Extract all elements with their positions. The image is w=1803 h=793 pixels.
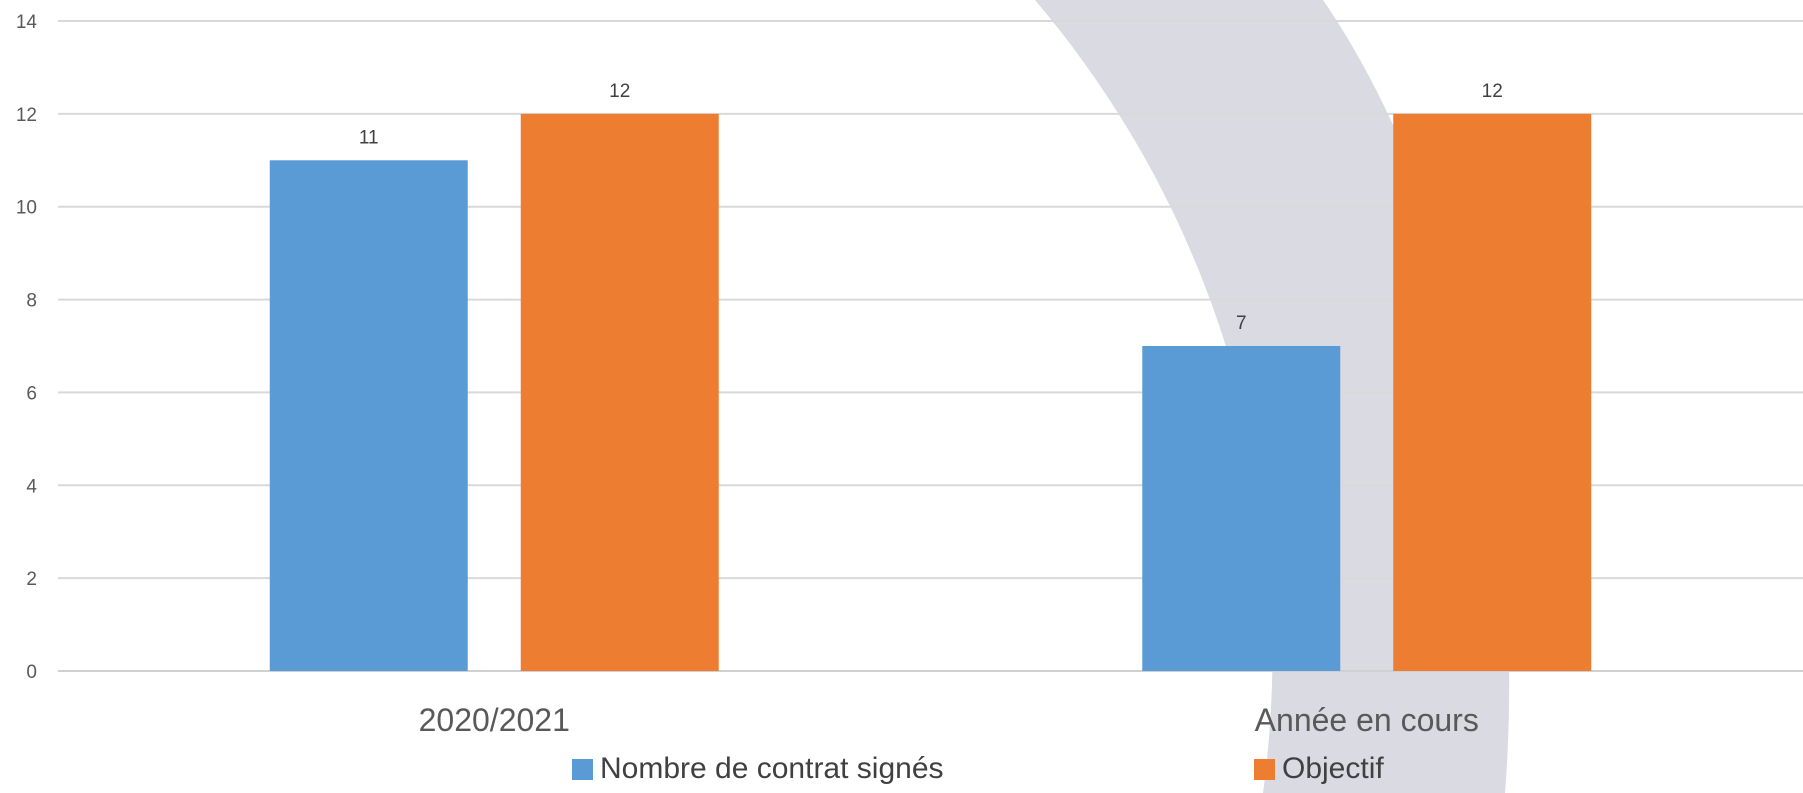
legend: Nombre de contrat signés Objectif bbox=[0, 752, 1803, 792]
bar-series-0 bbox=[1142, 346, 1341, 671]
legend-swatch-series-0 bbox=[572, 758, 593, 780]
data-label: 11 bbox=[359, 127, 379, 148]
bar-series-1 bbox=[520, 113, 719, 672]
y-tick-label: 12 bbox=[16, 105, 37, 126]
y-tick-label: 2 bbox=[26, 569, 37, 590]
y-tick-label: 10 bbox=[16, 198, 37, 219]
y-tick-label: 6 bbox=[26, 383, 37, 404]
legend-item-series-1: Objectif bbox=[1254, 752, 1384, 786]
legend-label-series-0: Nombre de contrat signés bbox=[600, 752, 944, 785]
legend-label-series-1: Objectif bbox=[1282, 752, 1384, 785]
bar-series-1 bbox=[1393, 113, 1592, 672]
legend-item-series-0: Nombre de contrat signés bbox=[572, 752, 944, 786]
x-tick-label: 2020/2021 bbox=[419, 702, 570, 738]
bar-series-0 bbox=[269, 160, 468, 672]
y-tick-label: 8 bbox=[26, 291, 37, 312]
y-tick-label: 14 bbox=[16, 12, 38, 33]
data-label: 12 bbox=[609, 81, 630, 102]
data-label: 12 bbox=[1482, 81, 1503, 102]
legend-swatch-series-1 bbox=[1254, 758, 1275, 780]
y-tick-label: 4 bbox=[26, 476, 37, 497]
x-tick-label: Année en cours bbox=[1255, 702, 1479, 738]
y-tick-label: 0 bbox=[26, 662, 37, 683]
data-label: 7 bbox=[1236, 313, 1247, 334]
